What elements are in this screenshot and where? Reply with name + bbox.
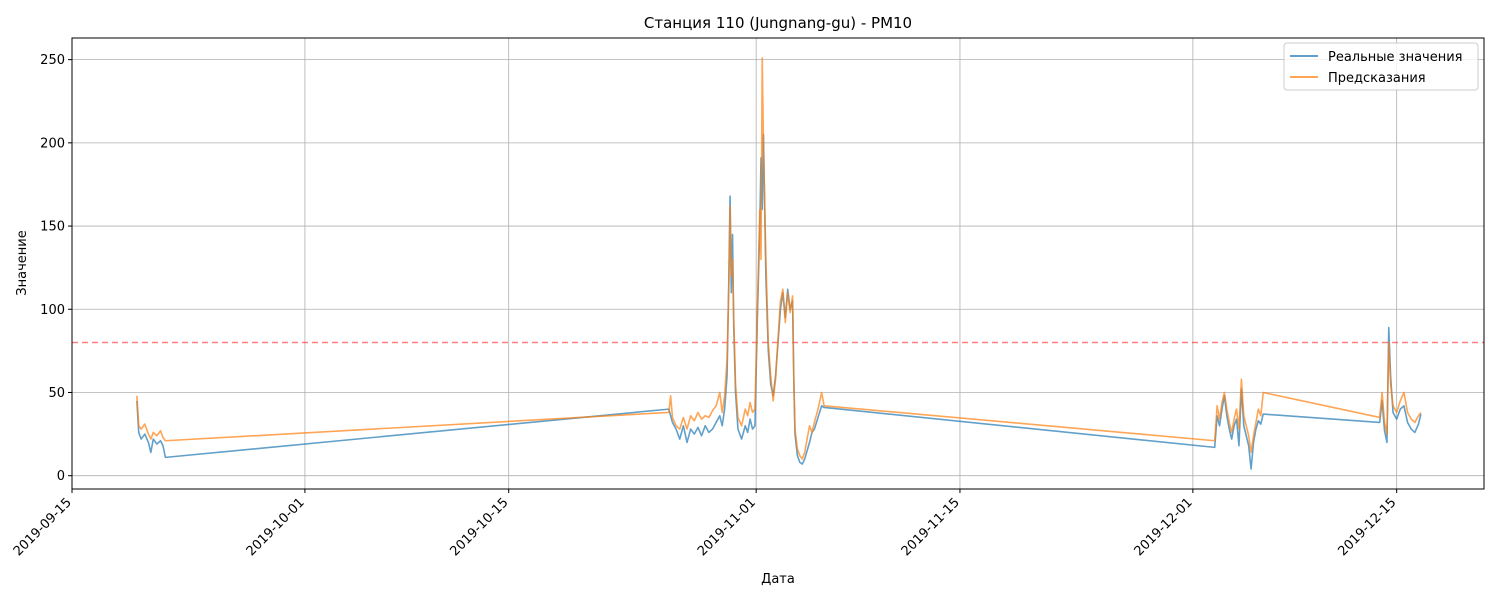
y-tick-label: 250 bbox=[40, 53, 65, 68]
y-tick-label: 200 bbox=[40, 136, 65, 151]
x-axis-label: Дата bbox=[761, 572, 795, 587]
grid bbox=[71, 38, 1484, 489]
y-tick-label: 0 bbox=[57, 469, 65, 484]
series-line-predicted bbox=[136, 57, 1422, 460]
series-line-real bbox=[136, 133, 1422, 470]
y-axis-ticks: 0 50 100 150 200 250 bbox=[40, 53, 72, 484]
chart-title: Станция 110 (Jungnang-gu) - PM10 bbox=[644, 14, 912, 32]
legend-label-predicted: Предсказания bbox=[1328, 71, 1426, 86]
y-axis-label: Значение bbox=[15, 230, 30, 295]
legend-label-real: Реальные значения bbox=[1328, 50, 1463, 65]
y-tick-label: 50 bbox=[48, 386, 65, 401]
axes-frame bbox=[71, 37, 1485, 490]
series-group bbox=[136, 57, 1422, 470]
y-tick-label: 100 bbox=[40, 303, 65, 318]
legend-box bbox=[1283, 42, 1479, 91]
y-tick-label: 150 bbox=[40, 220, 65, 235]
legend: Реальные значения Предсказания bbox=[1283, 42, 1479, 91]
